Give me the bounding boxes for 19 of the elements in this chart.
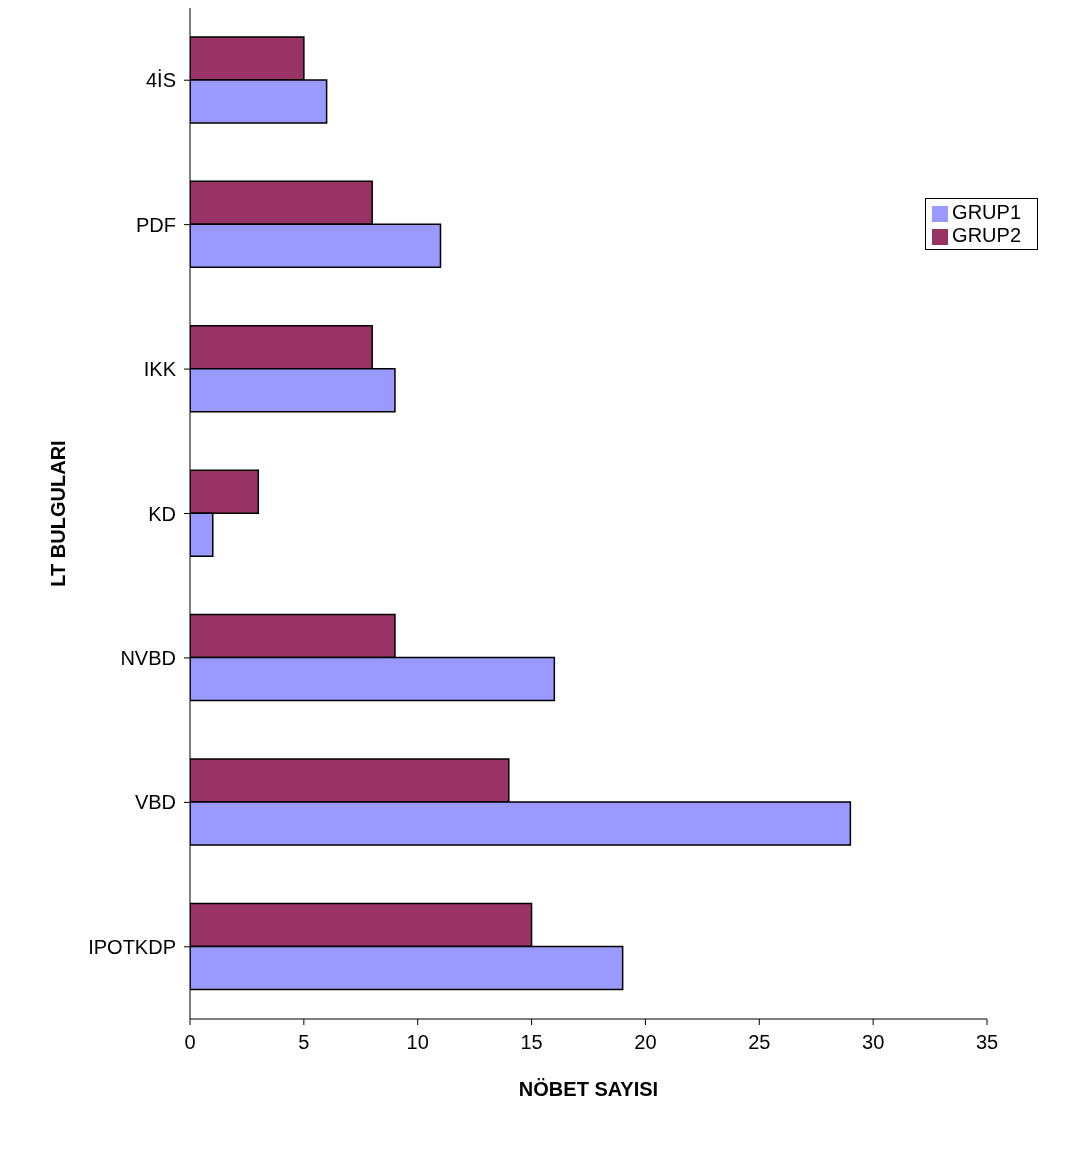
x-tick-label: 35 (975, 1031, 999, 1054)
x-tick-label: 30 (862, 1031, 885, 1054)
y-axis-title: LT BULGULARI (47, 440, 70, 587)
x-tick-label: 20 (634, 1031, 657, 1054)
x-tick-label: 25 (748, 1031, 771, 1054)
y-tick-label: IPOTKDP (88, 935, 176, 958)
y-tick-label: 4İS (145, 69, 176, 92)
y-tick-label: IKK (143, 358, 177, 381)
x-tick-label: 0 (184, 1031, 196, 1054)
y-tick-label: NVBD (120, 647, 176, 670)
x-tick-label: 10 (406, 1031, 429, 1054)
legend-label: GRUP2 (952, 224, 1021, 246)
x-tick-label: 15 (520, 1031, 543, 1054)
legend-label: GRUP1 (952, 201, 1021, 223)
x-axis-title: NÖBET SAYISI (518, 1078, 659, 1100)
y-tick-label: VBD (134, 791, 176, 814)
y-tick-label: KD (148, 502, 176, 525)
y-tick-label: PDF (136, 213, 176, 236)
x-tick-label: 5 (298, 1031, 310, 1054)
